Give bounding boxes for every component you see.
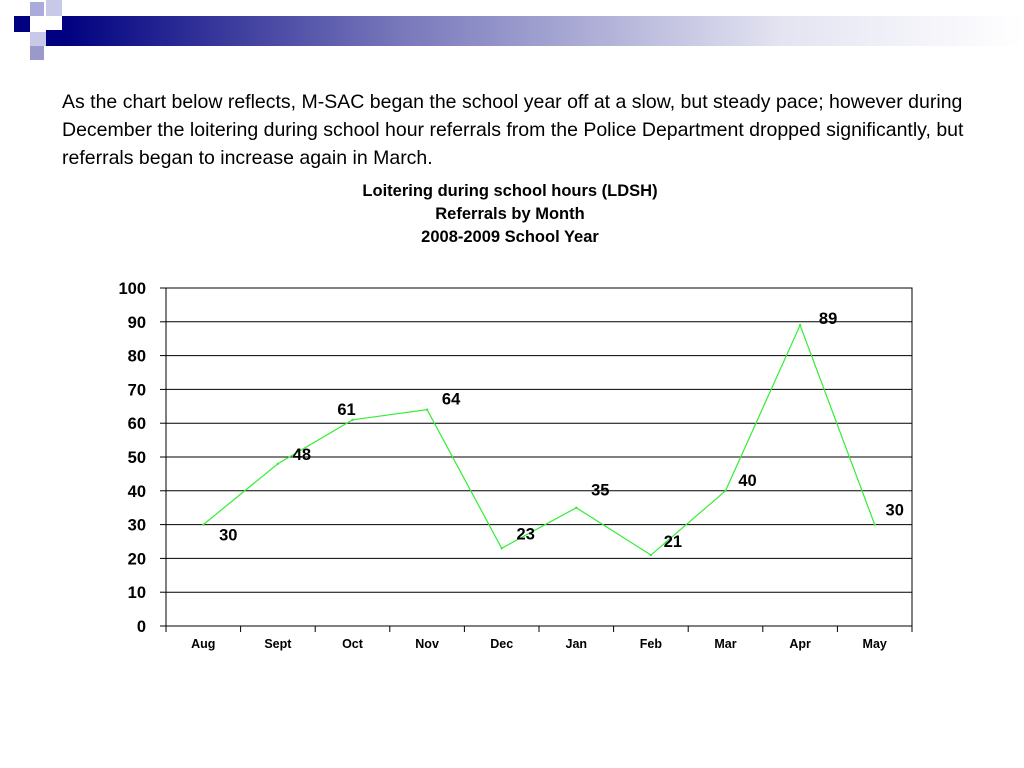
decorative-square-light-4	[30, 46, 44, 60]
header-gradient-bar	[62, 16, 1024, 46]
decorative-square-light-2	[46, 0, 62, 16]
x-tick-label: May	[863, 637, 887, 651]
data-label: 30	[886, 502, 904, 520]
x-tick-label: Oct	[342, 637, 364, 651]
series-line	[202, 323, 876, 556]
y-tick-label: 10	[128, 584, 146, 602]
decorative-square-dark-1	[14, 16, 30, 32]
data-point	[575, 506, 578, 509]
data-point	[873, 523, 876, 526]
data-point	[202, 523, 205, 526]
data-point	[500, 547, 503, 550]
y-tick-label: 80	[128, 348, 146, 366]
data-point	[425, 408, 429, 411]
data-label: 23	[517, 525, 535, 543]
chart-title-line-3: 2008-2009 School Year	[421, 228, 599, 246]
x-tick-label: Aug	[191, 637, 215, 651]
data-label: 40	[738, 472, 756, 490]
x-tick-label: Mar	[714, 637, 736, 651]
x-tick-label: Feb	[640, 637, 663, 651]
decorative-square-dark-2	[46, 30, 62, 46]
y-tick-label: 90	[128, 314, 146, 332]
x-tick-label: Dec	[490, 637, 513, 651]
slide-body-text: As the chart below reflects, M-SAC began…	[62, 91, 964, 169]
y-tick-label: 0	[137, 618, 146, 636]
data-label: 48	[293, 446, 311, 464]
data-point	[351, 418, 354, 422]
chart-title: Loitering during school hours (LDSH) Ref…	[260, 180, 760, 249]
x-tick-label: Apr	[789, 637, 811, 651]
data-label: 61	[337, 401, 355, 419]
decorative-square-light-3	[30, 32, 46, 46]
chart-title-line-1: Loitering during school hours (LDSH)	[362, 182, 658, 200]
chart-title-line-2: Referrals by Month	[435, 205, 585, 223]
y-tick-label: 40	[128, 483, 146, 501]
y-tick-label: 60	[128, 415, 146, 433]
x-tick-label: Jan	[566, 637, 588, 651]
data-point	[798, 323, 802, 327]
x-tick-label: Nov	[415, 637, 439, 651]
x-tick-label: Sept	[264, 637, 292, 651]
y-tick-label: 100	[118, 280, 146, 298]
data-label: 21	[664, 533, 682, 551]
data-label: 89	[819, 310, 837, 328]
y-tick-label: 20	[128, 550, 146, 568]
y-tick-label: 50	[128, 449, 146, 467]
y-tick-label: 70	[128, 381, 146, 399]
data-label: 35	[591, 482, 609, 500]
data-point	[724, 489, 727, 492]
data-label: 30	[219, 527, 237, 545]
data-point	[649, 553, 653, 557]
data-label: 64	[442, 391, 461, 409]
decorative-square-light-1	[30, 2, 44, 16]
y-tick-label: 30	[128, 517, 146, 535]
data-point	[276, 462, 280, 465]
